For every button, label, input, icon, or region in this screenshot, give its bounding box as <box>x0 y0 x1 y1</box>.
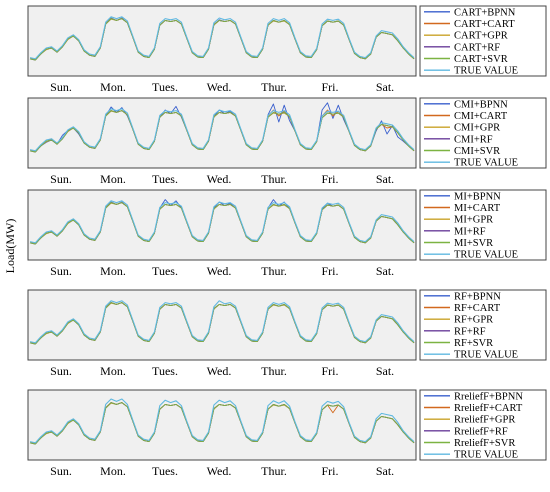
legend-label: CART+BPNN <box>454 7 516 18</box>
x-tick-label: Sat. <box>376 464 394 478</box>
y-axis-label: Load(MW) <box>3 219 17 274</box>
x-tick-label: Thur. <box>261 464 287 478</box>
x-tick-label: Thur. <box>261 80 287 94</box>
legend-label: CART+CART <box>454 19 515 30</box>
legend-label: CMI+CART <box>454 111 508 122</box>
x-tick-label: Tues. <box>152 80 178 94</box>
x-tick-label: Sun. <box>50 364 72 378</box>
x-tick-label: Sun. <box>50 264 72 278</box>
x-tick-label: Fri. <box>321 80 338 94</box>
x-tick-label: Tues. <box>152 364 178 378</box>
x-tick-label: Wed. <box>207 364 232 378</box>
panel-5: Sun. Mon. Tues. Wed. Thur. Fri. Sat. RreliefF+B… <box>27 389 547 478</box>
x-tick-label: Wed. <box>207 464 232 478</box>
legend-label: MI+SVR <box>454 238 493 249</box>
x-tick-label: Mon. <box>100 364 126 378</box>
plot-area <box>27 389 417 461</box>
legend-label: MI+GPR <box>454 215 493 226</box>
panel-4: Sun. Mon. Tues. Wed. Thur. Fri. Sat.RF+BPNNRF+… <box>27 289 547 378</box>
x-tick-label: Mon. <box>100 264 126 278</box>
x-tick-label: Tues. <box>152 264 178 278</box>
legend-label: RF+CART <box>454 303 501 314</box>
legend-label: CMI+GPR <box>454 123 500 134</box>
x-tick-label: Fri. <box>321 172 338 186</box>
legend-label: CART+SVR <box>454 54 508 65</box>
legend-label: TRUE VALUE <box>454 450 518 461</box>
legend-box <box>419 289 547 361</box>
plot-area <box>27 289 417 361</box>
legend-label: CMI+BPNN <box>454 99 508 110</box>
legend-label: TRUE VALUE <box>454 158 518 169</box>
x-tick-label: Fri. <box>321 364 338 378</box>
legend-label: MI+RF <box>454 226 486 237</box>
x-tick-label: Sun. <box>50 80 72 94</box>
x-tick-label: Mon. <box>100 172 126 186</box>
legend-label: CMI+RF <box>454 134 493 145</box>
legend-box <box>419 97 547 169</box>
x-tick-label: Sat. <box>376 364 394 378</box>
series-line <box>29 398 415 444</box>
legend-label: RF+RF <box>454 326 486 337</box>
x-tick-label: Thur. <box>261 364 287 378</box>
legend-label: RreliefF+RF <box>454 426 508 437</box>
x-tick-label: Sat. <box>376 172 394 186</box>
legend-box <box>419 189 547 261</box>
legend-label: CMI+SVR <box>454 146 500 157</box>
x-tick-label: Wed. <box>207 80 232 94</box>
legend-label: RF+BPNN <box>454 291 501 302</box>
legend-label: TRUE VALUE <box>454 350 518 361</box>
legend-label: RF+GPR <box>454 315 493 326</box>
legend-label: CART+RF <box>454 42 500 53</box>
legend-label: RreliefF+BPNN <box>454 391 523 402</box>
x-tick-label: Tues. <box>152 172 178 186</box>
series-line <box>29 200 415 244</box>
panel-3: Sun. Mon. Tues. Wed. Thur. Fri. Sat.MI+BPNNMI+… <box>27 189 547 278</box>
plot-area <box>27 5 417 77</box>
legend-label: RreliefF+GPR <box>454 415 515 426</box>
legend-label: RreliefF+SVR <box>454 438 515 449</box>
panel-2: Sun. Mon. Tues. Wed. Thur. Fri. Sat.CMI+BPNNCM… <box>27 97 547 186</box>
series-line <box>29 108 415 152</box>
x-tick-label: Wed. <box>207 172 232 186</box>
x-tick-label: Mon. <box>100 80 126 94</box>
x-tick-label: Sun. <box>50 464 72 478</box>
x-tick-label: Tues. <box>152 464 178 478</box>
legend-label: CART+GPR <box>454 31 508 42</box>
x-tick-label: Sat. <box>376 264 394 278</box>
series-line <box>29 300 415 344</box>
legend-label: MI+BPNN <box>454 191 501 202</box>
legend-box <box>419 389 547 461</box>
legend-label: TRUE VALUE <box>454 66 518 77</box>
plot-area <box>27 97 417 169</box>
legend-label: RreliefF+CART <box>454 403 523 414</box>
legend-label: RF+SVR <box>454 338 493 349</box>
x-tick-label: Sat. <box>376 80 394 94</box>
x-tick-label: Fri. <box>321 464 338 478</box>
x-tick-label: Fri. <box>321 264 338 278</box>
x-tick-label: Thur. <box>261 264 287 278</box>
x-tick-label: Mon. <box>100 464 126 478</box>
legend-label: TRUE VALUE <box>454 250 518 261</box>
panel-1: Sun. Mon. Tues. Wed. Thur. Fri. Sat.CART+BPNNC… <box>27 5 547 94</box>
series-line <box>29 16 415 60</box>
legend-box <box>419 5 547 77</box>
legend-label: MI+CART <box>454 203 501 214</box>
x-tick-label: Thur. <box>261 172 287 186</box>
x-tick-label: Sun. <box>50 172 72 186</box>
x-tick-label: Wed. <box>207 264 232 278</box>
plot-area <box>27 189 417 261</box>
